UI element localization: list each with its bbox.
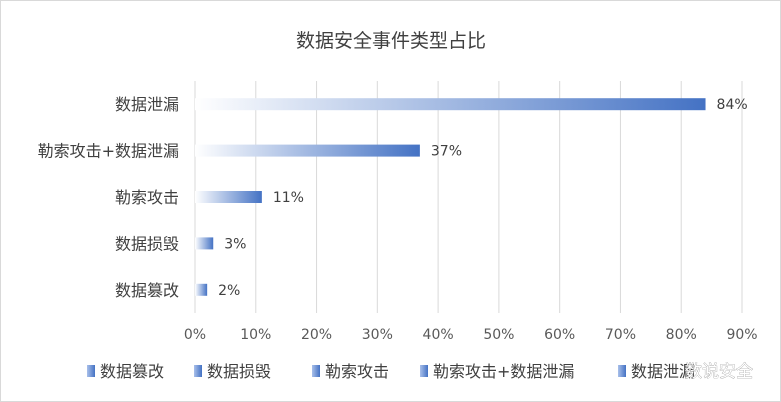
data-label: 3% <box>224 236 246 252</box>
bar <box>195 191 262 203</box>
legend-label: 数据篡改 <box>100 362 164 381</box>
category-label: 数据篡改 <box>115 281 179 300</box>
data-label: 2% <box>218 283 240 299</box>
data-label: 84% <box>717 97 748 113</box>
x-axis-ticks: 0% 10% 20% 30% 40% 50% 60% 70% 80% 90% <box>184 327 758 343</box>
legend-swatch <box>87 365 95 377</box>
category-label: 数据泄漏 <box>115 95 179 114</box>
x-tick-label: 40% <box>423 327 454 343</box>
data-label: 37% <box>431 144 462 160</box>
bar <box>195 237 214 250</box>
category-label: 勒索攻击+数据泄漏 <box>38 142 179 161</box>
legend-swatch <box>420 365 428 377</box>
data-label: 11% <box>273 190 304 206</box>
legend-label: 勒索攻击 <box>325 362 389 381</box>
x-tick-label: 10% <box>240 327 271 343</box>
legend-label: 数据损毁 <box>207 362 271 381</box>
category-label: 数据损毁 <box>115 234 179 253</box>
chart-title: 数据安全事件类型占比 <box>296 30 486 52</box>
category-label: 勒索攻击 <box>115 188 179 207</box>
legend: 数据篡改 数据损毁 勒索攻击 勒索攻击+数据泄漏 数据泄漏 <box>87 362 695 381</box>
x-tick-label: 30% <box>362 327 393 343</box>
bars: 84% 37% 11% 3% 2% <box>195 97 748 299</box>
x-tick-label: 60% <box>544 327 575 343</box>
watermark-text: 数说安全 <box>685 362 753 382</box>
bar <box>195 98 706 111</box>
bar <box>195 144 420 157</box>
grid-lines <box>194 81 743 313</box>
x-tick-label: 0% <box>184 327 206 343</box>
legend-label: 数据泄漏 <box>631 362 695 381</box>
legend-label: 勒索攻击+数据泄漏 <box>433 362 574 381</box>
legend-swatch <box>194 365 202 377</box>
x-tick-label: 20% <box>301 327 332 343</box>
x-tick-label: 50% <box>483 327 514 343</box>
x-tick-label: 80% <box>666 327 697 343</box>
x-tick-label: 70% <box>605 327 636 343</box>
bar <box>195 283 208 296</box>
legend-swatch <box>618 365 626 377</box>
x-tick-label: 90% <box>726 327 757 343</box>
legend-swatch <box>312 365 320 377</box>
